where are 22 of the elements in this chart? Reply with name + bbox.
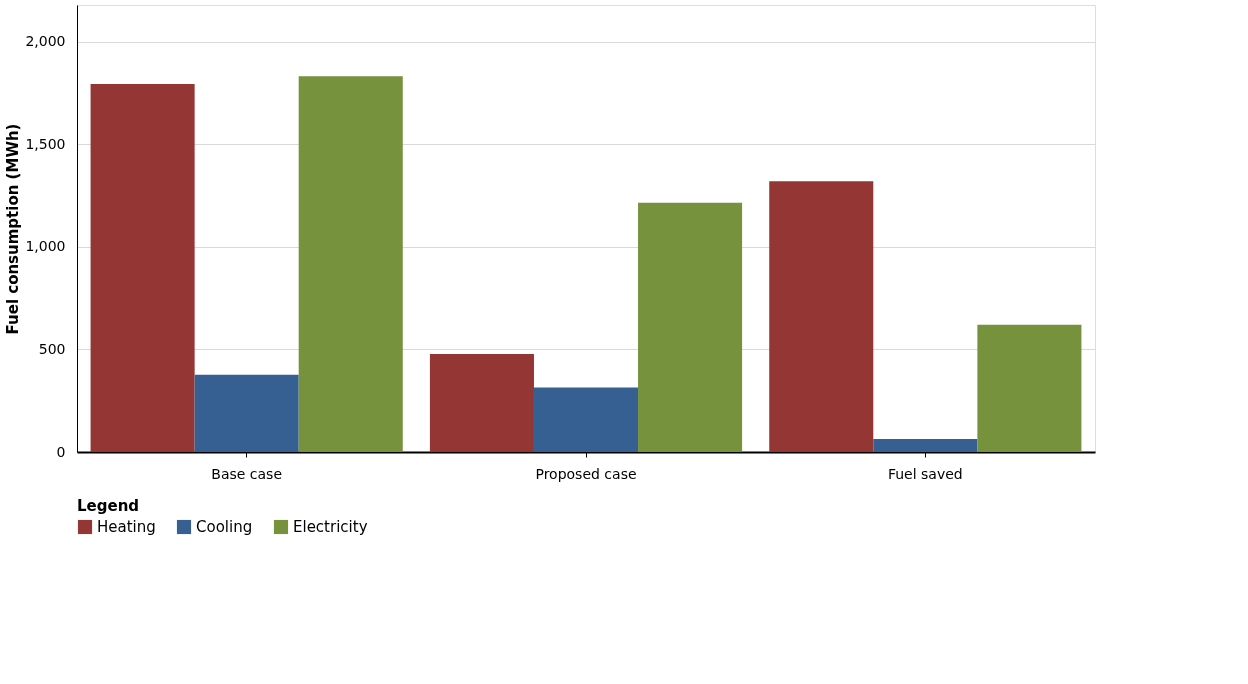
bar [90, 83, 195, 452]
y-tick-label: 0 [56, 443, 66, 460]
y-tick-label: 500 [38, 340, 66, 357]
bar [429, 353, 534, 452]
y-tick-label: 1,000 [25, 238, 66, 255]
x-tick-label: Base case [211, 465, 283, 482]
bar [769, 181, 874, 452]
x-tick-label: Fuel saved [887, 465, 963, 482]
bar [194, 374, 299, 452]
x-tick-label: Proposed case [535, 465, 637, 482]
y-tick-label: 1,500 [25, 135, 66, 152]
bar [638, 202, 743, 452]
legend-title: Legend [77, 497, 140, 515]
legend-label: Cooling [196, 518, 253, 536]
bar [298, 76, 403, 452]
bar [977, 324, 1082, 452]
y-axis-title: Fuel consumption (MWh) [4, 123, 23, 335]
y-tick-label: 2,000 [25, 33, 66, 50]
legend-label: Electricity [293, 518, 368, 536]
bar [533, 387, 639, 452]
bar [873, 439, 978, 452]
legend-label: Heating [97, 518, 156, 536]
